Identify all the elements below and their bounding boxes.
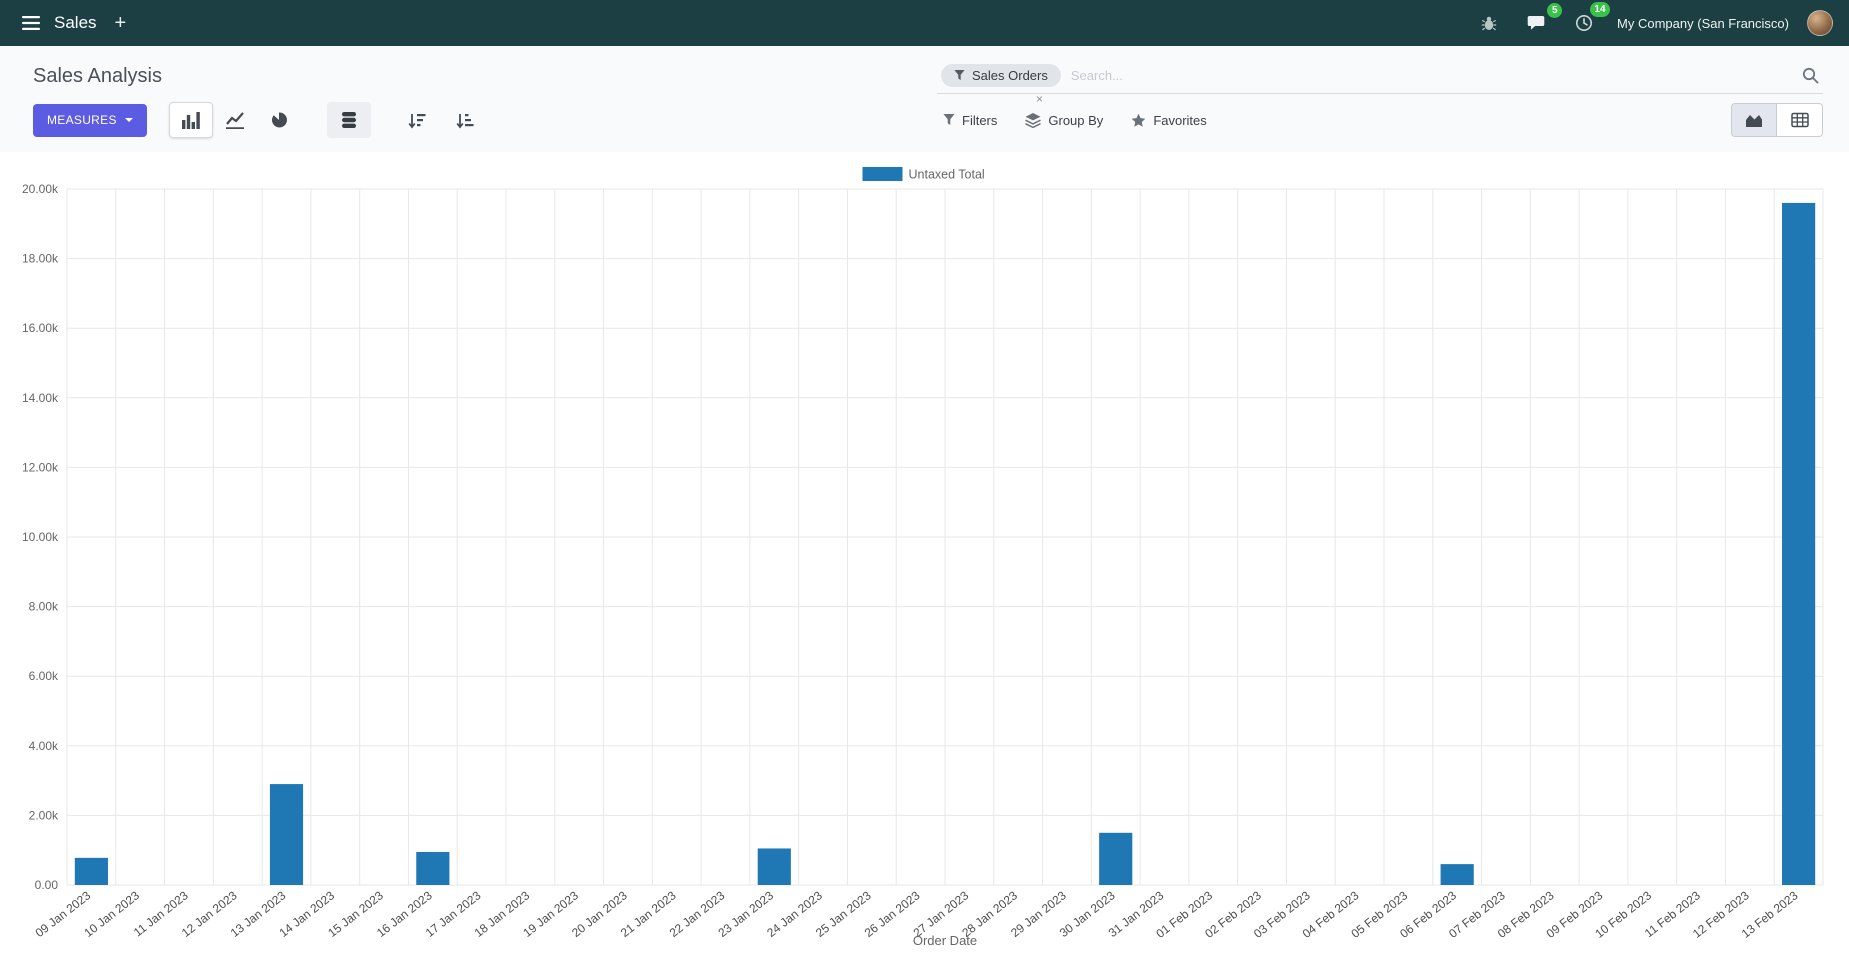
user-menu-button[interactable] — [1807, 10, 1833, 36]
svg-text:6.00k: 6.00k — [29, 669, 59, 683]
view-switcher-graph-button[interactable] — [1731, 103, 1777, 137]
top-navbar: Sales + 5 14 — [0, 0, 1849, 46]
remove-facet-button[interactable]: × — [1033, 92, 1046, 106]
sort-descending-icon — [408, 113, 426, 128]
group-by-label: Group By — [1048, 112, 1104, 128]
search-input[interactable] — [1070, 68, 1794, 83]
favorites-label: Favorites — [1153, 112, 1207, 128]
toolbar-row: MEASURES — [33, 100, 1823, 140]
measures-label: MEASURES — [47, 113, 117, 127]
svg-text:8.00k: 8.00k — [29, 600, 59, 614]
page-title: Sales Analysis — [33, 64, 162, 87]
filter-icon — [954, 70, 965, 81]
sort-ascending-button[interactable] — [443, 102, 487, 138]
filters-button[interactable]: Filters — [943, 113, 997, 128]
caret-down-icon — [124, 118, 133, 122]
svg-text:16.00k: 16.00k — [22, 321, 59, 335]
new-window-button[interactable]: + — [115, 13, 127, 33]
clock-icon — [1576, 15, 1593, 31]
svg-text:10.00k: 10.00k — [22, 530, 59, 544]
bar-chart-icon — [181, 112, 200, 129]
messages-button[interactable]: 5 — [1521, 3, 1563, 37]
apps-menu-button[interactable] — [16, 10, 46, 36]
svg-text:Untaxed Total: Untaxed Total — [909, 168, 985, 182]
line-chart-icon — [225, 112, 244, 129]
sort-ascending-icon — [456, 113, 474, 128]
control-panel: Sales Analysis Sales Orders × MEASURES — [0, 46, 1849, 152]
messages-badge: 5 — [1547, 3, 1563, 18]
activities-badge: 14 — [1589, 2, 1611, 17]
svg-text:Order Date: Order Date — [913, 933, 977, 948]
stacked-icon — [341, 112, 356, 128]
plus-icon: + — [114, 12, 127, 34]
sort-group — [395, 102, 487, 138]
layers-icon — [1025, 113, 1042, 128]
activities-button[interactable]: 14 — [1569, 2, 1611, 38]
chat-icon — [1527, 16, 1545, 30]
view-switcher-pivot-button[interactable] — [1777, 103, 1823, 137]
pivot-table-icon — [1790, 112, 1809, 128]
bar-chart-type-button[interactable] — [168, 102, 213, 138]
breadcrumb-row: Sales Analysis Sales Orders × — [33, 56, 1823, 105]
line-chart-type-button[interactable] — [213, 102, 257, 138]
app-name[interactable]: Sales — [54, 13, 97, 32]
svg-text:14.00k: 14.00k — [22, 391, 59, 405]
sort-descending-button[interactable] — [395, 102, 439, 138]
favorites-button[interactable]: Favorites — [1131, 112, 1207, 128]
svg-text:18.00k: 18.00k — [22, 252, 59, 266]
facet-label: Sales Orders — [972, 68, 1048, 83]
svg-text:20.00k: 20.00k — [22, 182, 59, 196]
search-icon[interactable] — [1802, 67, 1819, 84]
chart-type-group — [168, 102, 301, 138]
hamburger-icon — [22, 16, 40, 30]
area-chart-icon — [1746, 115, 1762, 127]
search-options: Filters Group By Fav — [937, 112, 1207, 128]
svg-text:12.00k: 12.00k — [22, 460, 59, 474]
debug-mode-button[interactable] — [1475, 9, 1503, 38]
search-options-row: Filters Group By Fav — [937, 103, 1823, 137]
sales-analysis-bar-chart: 0.00 2.00k 4.00k 6.00k 8.00k 10.00k 12.00k 14.0… — [22, 167, 1824, 948]
measures-button[interactable]: MEASURES — [33, 103, 147, 137]
pie-chart-icon — [271, 112, 287, 128]
pie-chart-type-button[interactable] — [257, 102, 301, 138]
search-facet-sales-orders[interactable]: Sales Orders — [941, 64, 1061, 87]
user-avatar — [1807, 10, 1833, 36]
filters-label: Filters — [962, 112, 998, 128]
view-switcher — [1731, 103, 1823, 137]
star-icon — [1131, 113, 1146, 127]
bug-icon — [1481, 16, 1497, 30]
navbar-systray: 5 14 My Company (San Francisco) — [1475, 2, 1833, 38]
group-by-button[interactable]: Group By — [1025, 112, 1103, 128]
filter-icon — [943, 114, 955, 125]
svg-text:4.00k: 4.00k — [29, 739, 59, 753]
chart-area: 0.00 2.00k 4.00k 6.00k 8.00k 10.00k 12.00k 14.0… — [0, 152, 1849, 958]
search-bar[interactable]: Sales Orders × — [937, 58, 1823, 105]
company-switcher[interactable]: My Company (San Francisco) — [1617, 15, 1789, 31]
svg-text:0.00: 0.00 — [35, 878, 59, 892]
stacked-toggle-button[interactable] — [326, 102, 371, 138]
svg-text:2.00k: 2.00k — [29, 808, 59, 822]
